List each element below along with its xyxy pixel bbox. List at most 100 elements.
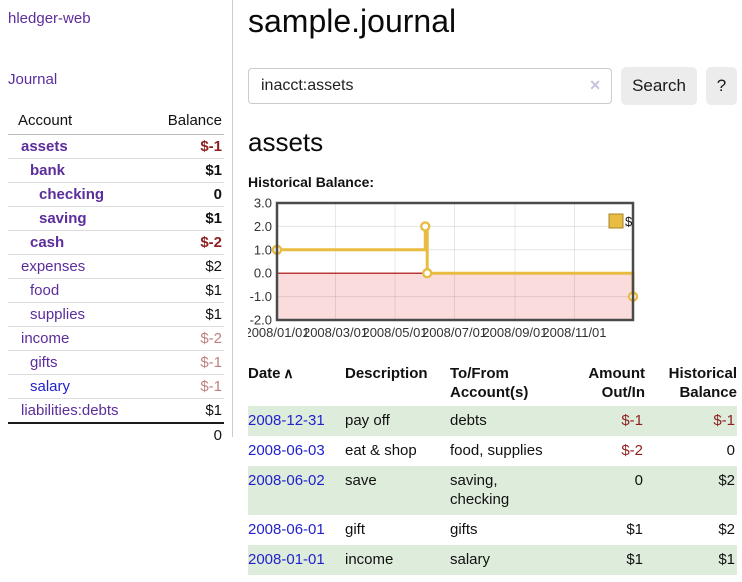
register-header-row: Date ∧ Description To/From Account(s) Amoun… [248, 362, 737, 406]
sidebar-account-balance: $-1 [151, 350, 224, 375]
sidebar-account-saving[interactable]: saving [39, 210, 87, 227]
sidebar-item-journal[interactable]: Journal [8, 71, 58, 88]
data-point[interactable] [422, 267, 433, 279]
transaction-description: pay off [345, 406, 450, 436]
clear-search-icon[interactable]: ✕ [589, 77, 601, 93]
transaction-accounts: gifts [450, 521, 478, 538]
sidebar-account-balance: $2 [151, 254, 224, 279]
sidebar-account-gifts[interactable]: gifts [30, 354, 58, 371]
register-header-description: Description [345, 365, 428, 382]
sidebar: hledger-web Journal Account Balance asse… [0, 0, 233, 447]
x-tick-label: 2008/03/01 [303, 325, 368, 340]
sidebar-account-assets[interactable]: assets [21, 138, 68, 155]
account-row: salary $-1 [8, 374, 224, 399]
accounts-total-spacer [8, 422, 152, 447]
y-tick-label: -1.0 [250, 289, 272, 304]
sidebar-account-balance: $1 [151, 302, 224, 327]
account-row: assets $-1 [8, 134, 224, 159]
y-tick-label: 1.0 [254, 242, 272, 257]
y-tick-label: 0.0 [254, 266, 272, 281]
negative-region [277, 273, 633, 320]
register-header-date[interactable]: Date ∧ [248, 365, 294, 382]
x-tick-label: 2008/01/01 [248, 325, 310, 340]
transaction-date-link[interactable]: 2008-06-01 [248, 521, 325, 538]
search-button[interactable]: Search [621, 67, 697, 105]
data-point[interactable] [420, 221, 431, 232]
help-button[interactable]: ? [706, 67, 737, 105]
account-row: liabilities:debts $1 [8, 399, 224, 424]
accounts-total-row: 0 [8, 422, 224, 447]
sidebar-account-bank[interactable]: bank [30, 162, 66, 179]
account-heading: assets [248, 127, 324, 157]
accounts-header-balance: Balance [151, 109, 224, 135]
legend-label: $ [625, 214, 633, 229]
sidebar-account-balance: 0 [151, 182, 224, 207]
transaction-date-link[interactable]: 2008-12-31 [248, 412, 325, 429]
account-row: expenses $2 [8, 254, 224, 279]
sidebar-account-food[interactable]: food [30, 282, 60, 299]
transaction-description: save [345, 466, 450, 515]
sidebar-account-balance: $-2 [151, 230, 224, 255]
x-tick-label: 2008/09/01 [482, 325, 547, 340]
register-header-amount-out-in: Amount Out/In [588, 365, 645, 401]
register-header-to-from-account-s-: To/From Account(s) [450, 365, 529, 401]
account-row: cash $-2 [8, 230, 224, 255]
sort-ascending-icon: ∧ [280, 365, 293, 381]
transaction-balance: $1 [645, 545, 737, 575]
transaction-description: gift [345, 521, 366, 538]
register-row: 2008-12-31 pay off debts $-1 $-1 [248, 406, 737, 436]
register-row: 2008-06-03 eat & shop food, supplies $-2 0 [248, 436, 737, 466]
sidebar-account-salary[interactable]: salary [30, 378, 71, 395]
account-row: bank $1 [8, 158, 224, 183]
chart-label: Historical Balance: [248, 174, 375, 190]
accounts-total-value: 0 [151, 422, 224, 447]
transaction-amount: $-1 [557, 406, 645, 436]
legend-swatch [608, 213, 624, 229]
transaction-date-link[interactable]: 2008-01-01 [248, 551, 325, 568]
register-row: 2008-06-02 save saving, checking 0 $2 [248, 466, 737, 515]
sidebar-account-balance: $-2 [151, 326, 224, 351]
chart-svg: 3.0 2.0 1.0 0.0 -1.0 -2.02008/01/012008/03/01… [244, 196, 639, 340]
historical-balance-chart: 3.0 2.0 1.0 0.0 -1.0 -2.0 2008/01/01 2008/03/01… [244, 196, 742, 345]
sidebar-account-balance: $-1 [151, 374, 224, 399]
transaction-accounts: salary [450, 545, 557, 575]
transaction-amount: $-2 [621, 442, 643, 459]
plot-border [275, 201, 635, 322]
search-form: ✕ Search ? [248, 67, 742, 105]
sidebar-account-expenses[interactable]: expenses [21, 258, 86, 275]
sidebar-account-checking[interactable]: checking [39, 186, 105, 203]
sidebar-account-income[interactable]: income [21, 330, 70, 347]
search-input[interactable] [248, 68, 612, 104]
transaction-balance: $-1 [645, 406, 737, 436]
account-row: supplies $1 [8, 302, 224, 327]
x-tick-label: 2008/05/01 [362, 325, 427, 340]
transaction-accounts: debts [450, 406, 557, 436]
y-tick-label: -2.0 [250, 313, 272, 328]
y-tick-label: 3.0 [254, 197, 272, 211]
accounts-header-row: Account Balance [8, 109, 224, 135]
sidebar-account-liabilities-debts[interactable]: liabilities:debts [21, 402, 119, 419]
transaction-amount: $1 [557, 545, 645, 575]
transaction-amount: $1 [626, 521, 643, 538]
transaction-amount: 0 [557, 466, 645, 515]
sidebar-account-supplies[interactable]: supplies [30, 306, 86, 323]
sidebar-account-cash[interactable]: cash [30, 234, 65, 251]
x-tick-label: 2008/07/01 [422, 325, 487, 340]
transaction-accounts: food, supplies [450, 442, 543, 459]
transaction-date-link[interactable]: 2008-06-03 [248, 442, 325, 459]
page-title: sample.journal [248, 3, 457, 39]
app-title-link[interactable]: hledger-web [8, 10, 91, 27]
account-row: income $-2 [8, 326, 224, 351]
accounts-table: Account Balance assets $-1 bank $1 checking 0… [8, 109, 224, 447]
transaction-description: eat & shop [345, 442, 417, 459]
main-content: sample.journal ✕ Search ? assets Histori… [244, 0, 742, 582]
register-table: Date ∧ Description To/From Account(s) Amoun… [248, 362, 737, 575]
transaction-balance: $2 [645, 466, 737, 515]
register-row: 2008-06-01 gift gifts $1 $2 [248, 515, 737, 545]
sidebar-account-balance: $1 [151, 206, 224, 231]
account-row: checking 0 [8, 182, 224, 207]
sidebar-account-balance: $1 [151, 158, 224, 183]
account-row: food $1 [8, 278, 224, 303]
transaction-date-link[interactable]: 2008-06-02 [248, 472, 325, 489]
account-row: saving $1 [8, 206, 224, 231]
